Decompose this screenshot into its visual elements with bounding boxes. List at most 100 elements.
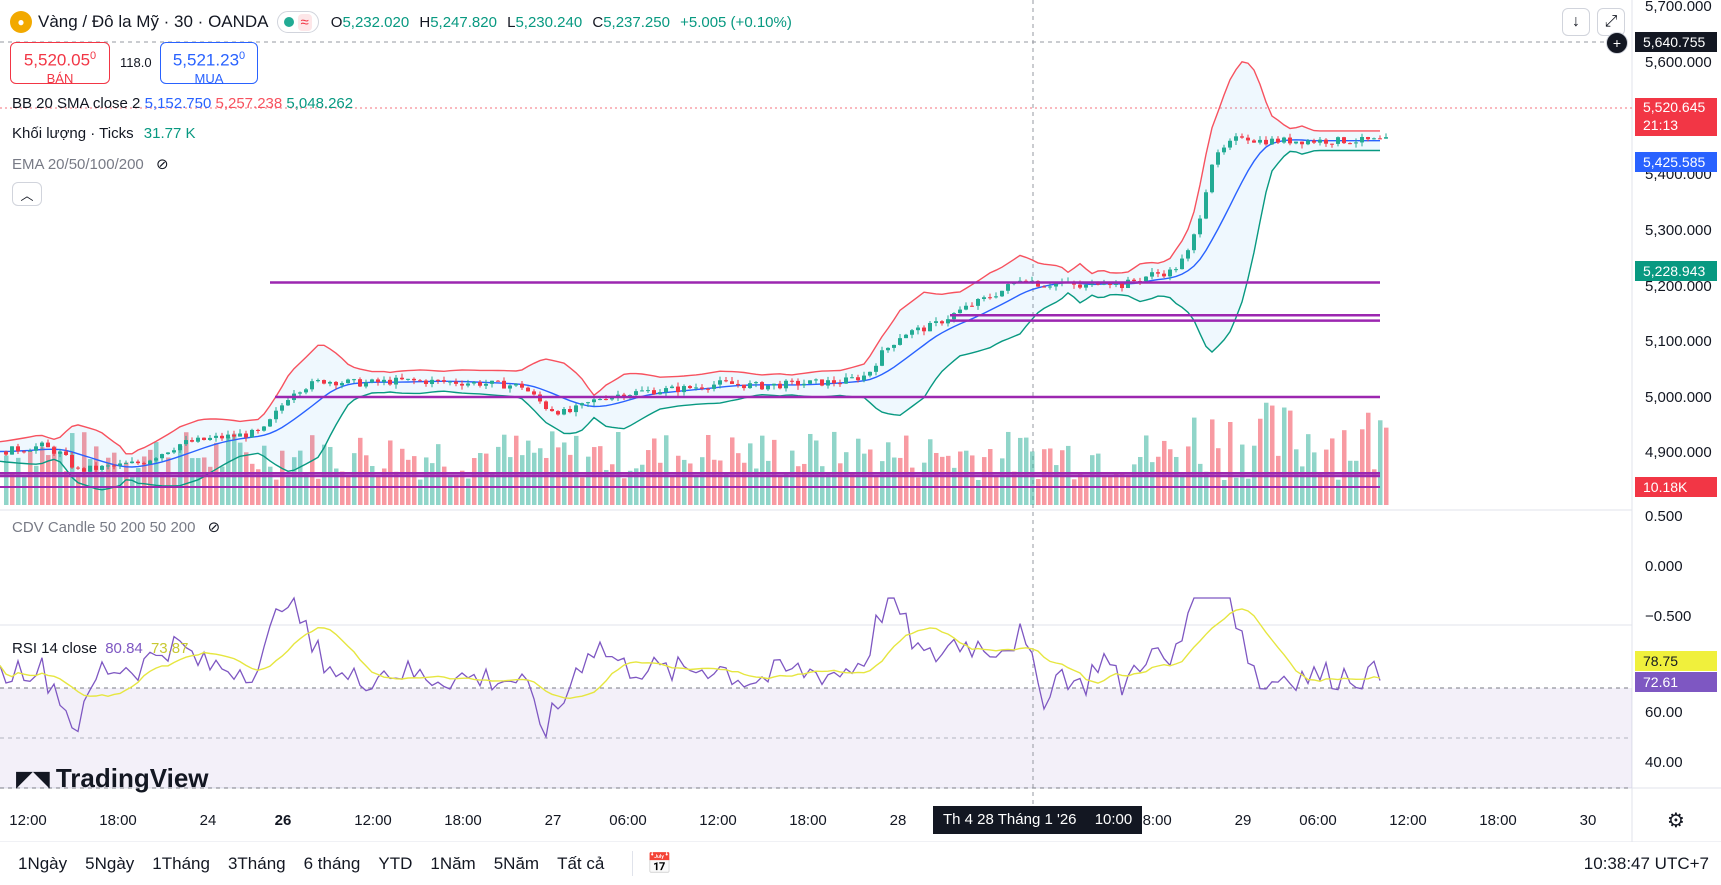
price-axis-label: 5,200.000	[1645, 278, 1712, 295]
candle-body	[760, 382, 764, 390]
range-ytd[interactable]: YTD	[378, 853, 413, 873]
rsi-ma-tag: 78.75	[1635, 651, 1717, 671]
time-axis-label: 18:00	[99, 812, 137, 829]
range-3m[interactable]: 3Tháng	[227, 853, 286, 873]
candle-body	[922, 327, 926, 332]
range-5d[interactable]: 5Ngày	[85, 853, 135, 873]
volume-bar	[1072, 479, 1077, 505]
candle-body	[436, 379, 440, 381]
collapse-legend-button[interactable]: ︿	[12, 182, 42, 206]
candle-body	[982, 297, 986, 299]
volume-bar	[970, 455, 975, 505]
candle-body	[838, 383, 842, 385]
candle-body	[1054, 283, 1058, 287]
range-6m[interactable]: 6 tháng	[303, 853, 361, 873]
volume-bar	[346, 475, 351, 505]
time-axis-label: 29	[1234, 812, 1252, 829]
volume-bar	[568, 454, 573, 505]
candle-body	[58, 451, 62, 454]
volume-bar	[280, 450, 285, 505]
market-status-pill[interactable]: ≈	[276, 11, 319, 33]
volume-bar	[1336, 479, 1341, 505]
candle-body	[334, 381, 338, 386]
volume-legend[interactable]: Khối lượng · Ticks 31.77 K	[12, 125, 196, 142]
candle-body	[358, 379, 362, 387]
volume-bar	[100, 471, 105, 505]
candle-body	[1180, 258, 1184, 270]
volume-bar	[1006, 431, 1011, 505]
volume-bar	[622, 478, 627, 505]
range-1y[interactable]: 1Năm	[430, 853, 476, 873]
bb-fill	[0, 61, 1380, 490]
volume-bar	[1030, 451, 1035, 505]
candle-body	[1366, 137, 1370, 140]
candle-body	[166, 452, 170, 455]
candle-body	[1294, 141, 1298, 144]
cdv-legend[interactable]: CDV Candle 50 200 50 200 ⊘	[12, 519, 221, 536]
volume-bar	[340, 471, 345, 505]
rsi-legend[interactable]: RSI 14 close 80.84 73.87	[12, 640, 189, 657]
candle-body	[196, 437, 200, 442]
volume-bar	[274, 479, 279, 505]
volume-bar	[1342, 430, 1347, 505]
candle-body	[1222, 147, 1226, 153]
candle-body	[1318, 139, 1322, 143]
volume-bar	[376, 476, 381, 505]
range-1m[interactable]: 1Tháng	[152, 853, 210, 873]
volume-bar	[10, 474, 15, 505]
download-icon[interactable]: ↓	[1562, 8, 1590, 36]
candle-body	[388, 379, 392, 385]
ema-legend[interactable]: EMA 20/50/100/200 ⊘	[12, 156, 169, 173]
candle-body	[868, 371, 872, 376]
candle-body	[826, 380, 830, 386]
candle-body	[454, 381, 458, 384]
candle-body	[1108, 283, 1112, 285]
volume-bar	[1126, 474, 1131, 505]
candle-body	[586, 402, 590, 404]
bb-legend[interactable]: BB 20 SMA close 2 5,152.750 5,257.238 5,…	[12, 95, 354, 112]
range-5y[interactable]: 5Năm	[493, 853, 540, 873]
candle-body	[1078, 284, 1082, 288]
volume-bar	[358, 437, 363, 505]
settings-gear-icon[interactable]: ⚙	[1667, 810, 1685, 832]
candle-body	[1174, 269, 1178, 271]
candle-body	[1198, 218, 1202, 235]
candle-body	[604, 399, 608, 401]
volume-bar	[76, 473, 81, 505]
volume-bar	[112, 452, 117, 505]
candle-body	[1342, 137, 1346, 144]
volume-bar	[4, 455, 9, 505]
range-all[interactable]: Tất cả	[557, 853, 605, 873]
rsi-line	[0, 596, 1381, 740]
volume-bar	[826, 473, 831, 505]
volume-bar	[862, 453, 867, 505]
sell-button[interactable]: 5,520.050 BÁN	[10, 42, 110, 86]
candle-body	[1330, 143, 1334, 145]
volume-bar	[976, 479, 981, 505]
volume-bar	[1078, 473, 1083, 505]
chart-canvas[interactable]	[0, 0, 1721, 842]
candle-body	[712, 384, 716, 389]
clock[interactable]: 10:38:47 UTC+7	[1583, 853, 1709, 873]
candle-body	[1264, 139, 1268, 145]
date-range-icon[interactable]: 📅	[632, 851, 672, 876]
fullscreen-icon[interactable]: ⤢	[1597, 8, 1625, 36]
range-1d[interactable]: 1Ngày	[18, 853, 68, 873]
gold-coin-icon[interactable]: ●	[10, 11, 32, 33]
add-plus-icon[interactable]: +	[1606, 32, 1628, 54]
volume-bar	[406, 459, 411, 505]
volume-bar	[484, 453, 489, 505]
symbol-title[interactable]: Vàng / Đô la Mỹ · 30 · OANDA	[38, 12, 269, 31]
volume-bar	[1348, 460, 1353, 505]
candle-body	[634, 391, 638, 396]
eye-hidden-icon[interactable]: ⊘	[155, 156, 169, 173]
volume-bar	[694, 476, 699, 505]
candle-body	[202, 437, 206, 441]
eye-hidden-icon[interactable]: ⊘	[207, 519, 221, 536]
volume-bar	[244, 452, 249, 505]
candle-body	[238, 433, 242, 437]
buy-button[interactable]: 5,521.230 MUA	[160, 42, 258, 86]
candle-body	[814, 379, 818, 381]
candle-body	[406, 378, 410, 380]
candle-body	[340, 383, 344, 386]
